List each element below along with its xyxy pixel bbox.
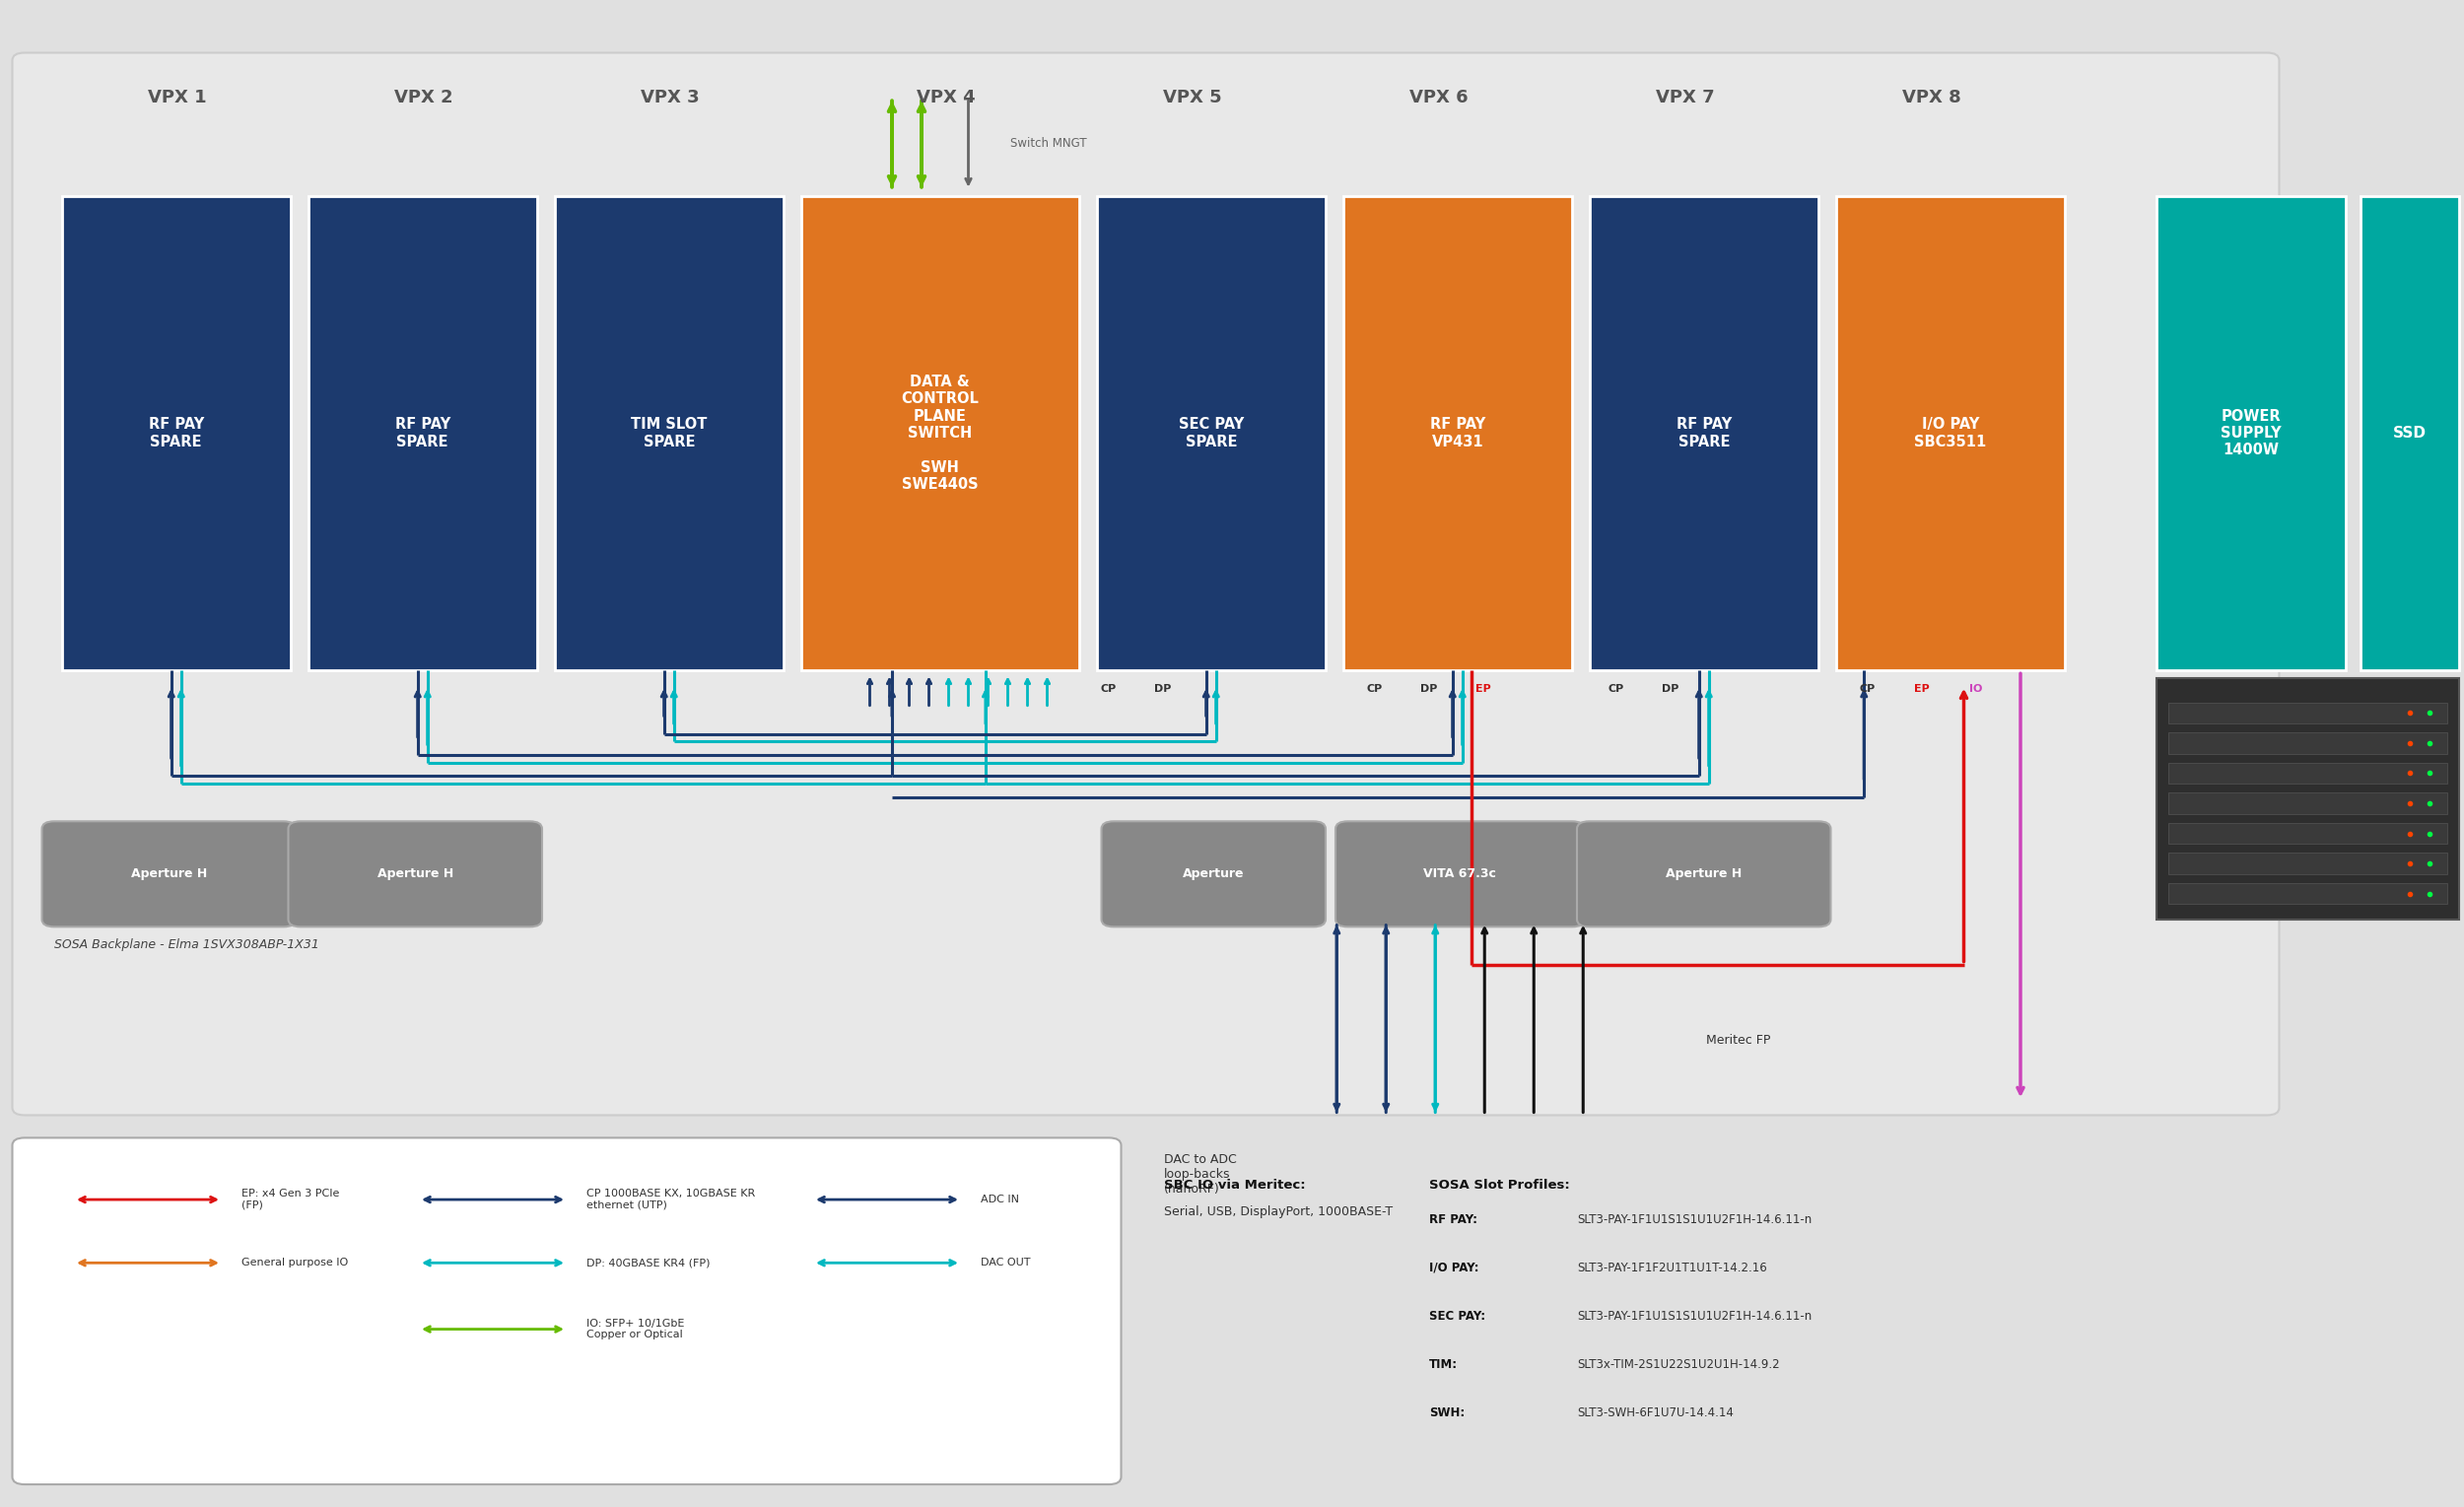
Text: TIM:: TIM: (1429, 1358, 1459, 1371)
FancyBboxPatch shape (2168, 793, 2447, 814)
FancyBboxPatch shape (288, 821, 542, 927)
Text: ADC IN: ADC IN (981, 1195, 1020, 1204)
FancyBboxPatch shape (2361, 196, 2459, 671)
Text: RF PAY
SPARE: RF PAY SPARE (394, 417, 451, 449)
Text: DATA &
CONTROL
PLANE
SWITCH

SWH
SWE440S: DATA & CONTROL PLANE SWITCH SWH SWE440S (902, 374, 978, 493)
Text: Aperture H: Aperture H (1666, 868, 1742, 880)
Text: I/O PAY
SBC3511: I/O PAY SBC3511 (1915, 417, 1986, 449)
FancyBboxPatch shape (42, 821, 296, 927)
FancyBboxPatch shape (1589, 196, 1818, 671)
FancyBboxPatch shape (12, 1138, 1121, 1484)
Text: SLT3-PAY-1F1F2U1T1U1T-14.2.16: SLT3-PAY-1F1F2U1T1U1T-14.2.16 (1577, 1261, 1767, 1275)
FancyBboxPatch shape (308, 196, 537, 671)
Text: DP: DP (1663, 684, 1678, 693)
Text: RF PAY
SPARE: RF PAY SPARE (148, 417, 205, 449)
Text: Aperture: Aperture (1183, 868, 1244, 880)
Text: DP: 40GBASE KR4 (FP): DP: 40GBASE KR4 (FP) (586, 1258, 710, 1267)
Text: CP 1000BASE KX, 10GBASE KR
ethernet (UTP): CP 1000BASE KX, 10GBASE KR ethernet (UTP… (586, 1189, 754, 1210)
Text: DP: DP (1156, 684, 1170, 693)
Text: Aperture H: Aperture H (377, 868, 453, 880)
Text: CP: CP (1101, 684, 1116, 693)
Text: SSD: SSD (2393, 426, 2427, 440)
Text: RF PAY:: RF PAY: (1429, 1213, 1478, 1227)
Text: EP: EP (1476, 684, 1491, 693)
FancyBboxPatch shape (2156, 196, 2346, 671)
Text: EP: x4 Gen 3 PCIe
(FP): EP: x4 Gen 3 PCIe (FP) (241, 1189, 340, 1210)
FancyBboxPatch shape (2168, 823, 2447, 844)
FancyBboxPatch shape (554, 196, 784, 671)
Text: SLT3x-TIM-2S1U22S1U2U1H-14.9.2: SLT3x-TIM-2S1U22S1U2U1H-14.9.2 (1577, 1358, 1779, 1371)
Text: CP: CP (1609, 684, 1624, 693)
Text: VPX 5: VPX 5 (1163, 89, 1222, 107)
FancyBboxPatch shape (1101, 821, 1326, 927)
Text: Aperture H: Aperture H (131, 868, 207, 880)
FancyBboxPatch shape (1096, 196, 1326, 671)
Text: SOSA Slot Profiles:: SOSA Slot Profiles: (1429, 1178, 1570, 1192)
FancyBboxPatch shape (12, 53, 2279, 1115)
Text: EP: EP (1915, 684, 1929, 693)
Text: VPX 3: VPX 3 (641, 89, 700, 107)
Text: RF PAY
SPARE: RF PAY SPARE (1676, 417, 1732, 449)
Text: VPX 8: VPX 8 (1902, 89, 1961, 107)
Text: RF PAY
VP431: RF PAY VP431 (1429, 417, 1486, 449)
FancyBboxPatch shape (2168, 883, 2447, 904)
Text: VPX 6: VPX 6 (1409, 89, 1469, 107)
Text: POWER
SUPPLY
1400W: POWER SUPPLY 1400W (2220, 408, 2282, 458)
Text: I/O PAY:: I/O PAY: (1429, 1261, 1478, 1275)
Text: DAC OUT: DAC OUT (981, 1258, 1030, 1267)
FancyBboxPatch shape (1343, 196, 1572, 671)
Text: IO: SFP+ 10/1GbE
Copper or Optical: IO: SFP+ 10/1GbE Copper or Optical (586, 1319, 685, 1340)
Text: VPX 4: VPX 4 (917, 89, 976, 107)
Text: TIM SLOT
SPARE: TIM SLOT SPARE (631, 417, 707, 449)
Text: SLT3-PAY-1F1U1S1S1U1U2F1H-14.6.11-n: SLT3-PAY-1F1U1S1S1U1U2F1H-14.6.11-n (1577, 1213, 1811, 1227)
Text: General purpose IO: General purpose IO (241, 1258, 347, 1267)
FancyBboxPatch shape (801, 196, 1079, 671)
FancyBboxPatch shape (1836, 196, 2065, 671)
FancyBboxPatch shape (2168, 853, 2447, 874)
Text: VITA 67.3c: VITA 67.3c (1424, 868, 1496, 880)
Text: DAC to ADC
loop-backs
(nanoRF): DAC to ADC loop-backs (nanoRF) (1165, 1153, 1237, 1195)
Text: Meritec FP: Meritec FP (1705, 1034, 1772, 1046)
Text: SLT3-PAY-1F1U1S1S1U1U2F1H-14.6.11-n: SLT3-PAY-1F1U1S1S1U1U2F1H-14.6.11-n (1577, 1310, 1811, 1323)
Text: SLT3-SWH-6F1U7U-14.4.14: SLT3-SWH-6F1U7U-14.4.14 (1577, 1406, 1735, 1420)
Text: VPX 1: VPX 1 (148, 89, 207, 107)
Text: VPX 7: VPX 7 (1656, 89, 1715, 107)
Text: SBC IO via Meritec:: SBC IO via Meritec: (1165, 1178, 1306, 1192)
Text: Switch MNGT: Switch MNGT (1010, 137, 1087, 149)
FancyBboxPatch shape (2168, 702, 2447, 723)
Text: CP: CP (1860, 684, 1875, 693)
FancyBboxPatch shape (2168, 763, 2447, 784)
FancyBboxPatch shape (1335, 821, 1584, 927)
Text: CP: CP (1368, 684, 1382, 693)
FancyBboxPatch shape (2156, 678, 2459, 919)
FancyBboxPatch shape (1577, 821, 1831, 927)
FancyBboxPatch shape (62, 196, 291, 671)
Text: Serial, USB, DisplayPort, 1000BASE-T: Serial, USB, DisplayPort, 1000BASE-T (1165, 1206, 1392, 1219)
Text: SWH:: SWH: (1429, 1406, 1464, 1420)
Text: VPX 2: VPX 2 (394, 89, 453, 107)
FancyBboxPatch shape (2168, 732, 2447, 754)
Text: SEC PAY:: SEC PAY: (1429, 1310, 1486, 1323)
Text: IO: IO (1969, 684, 1984, 693)
Text: SEC PAY
SPARE: SEC PAY SPARE (1178, 417, 1244, 449)
Text: DP: DP (1422, 684, 1437, 693)
Text: SOSA Backplane - Elma 1SVX308ABP-1X31: SOSA Backplane - Elma 1SVX308ABP-1X31 (54, 939, 320, 951)
